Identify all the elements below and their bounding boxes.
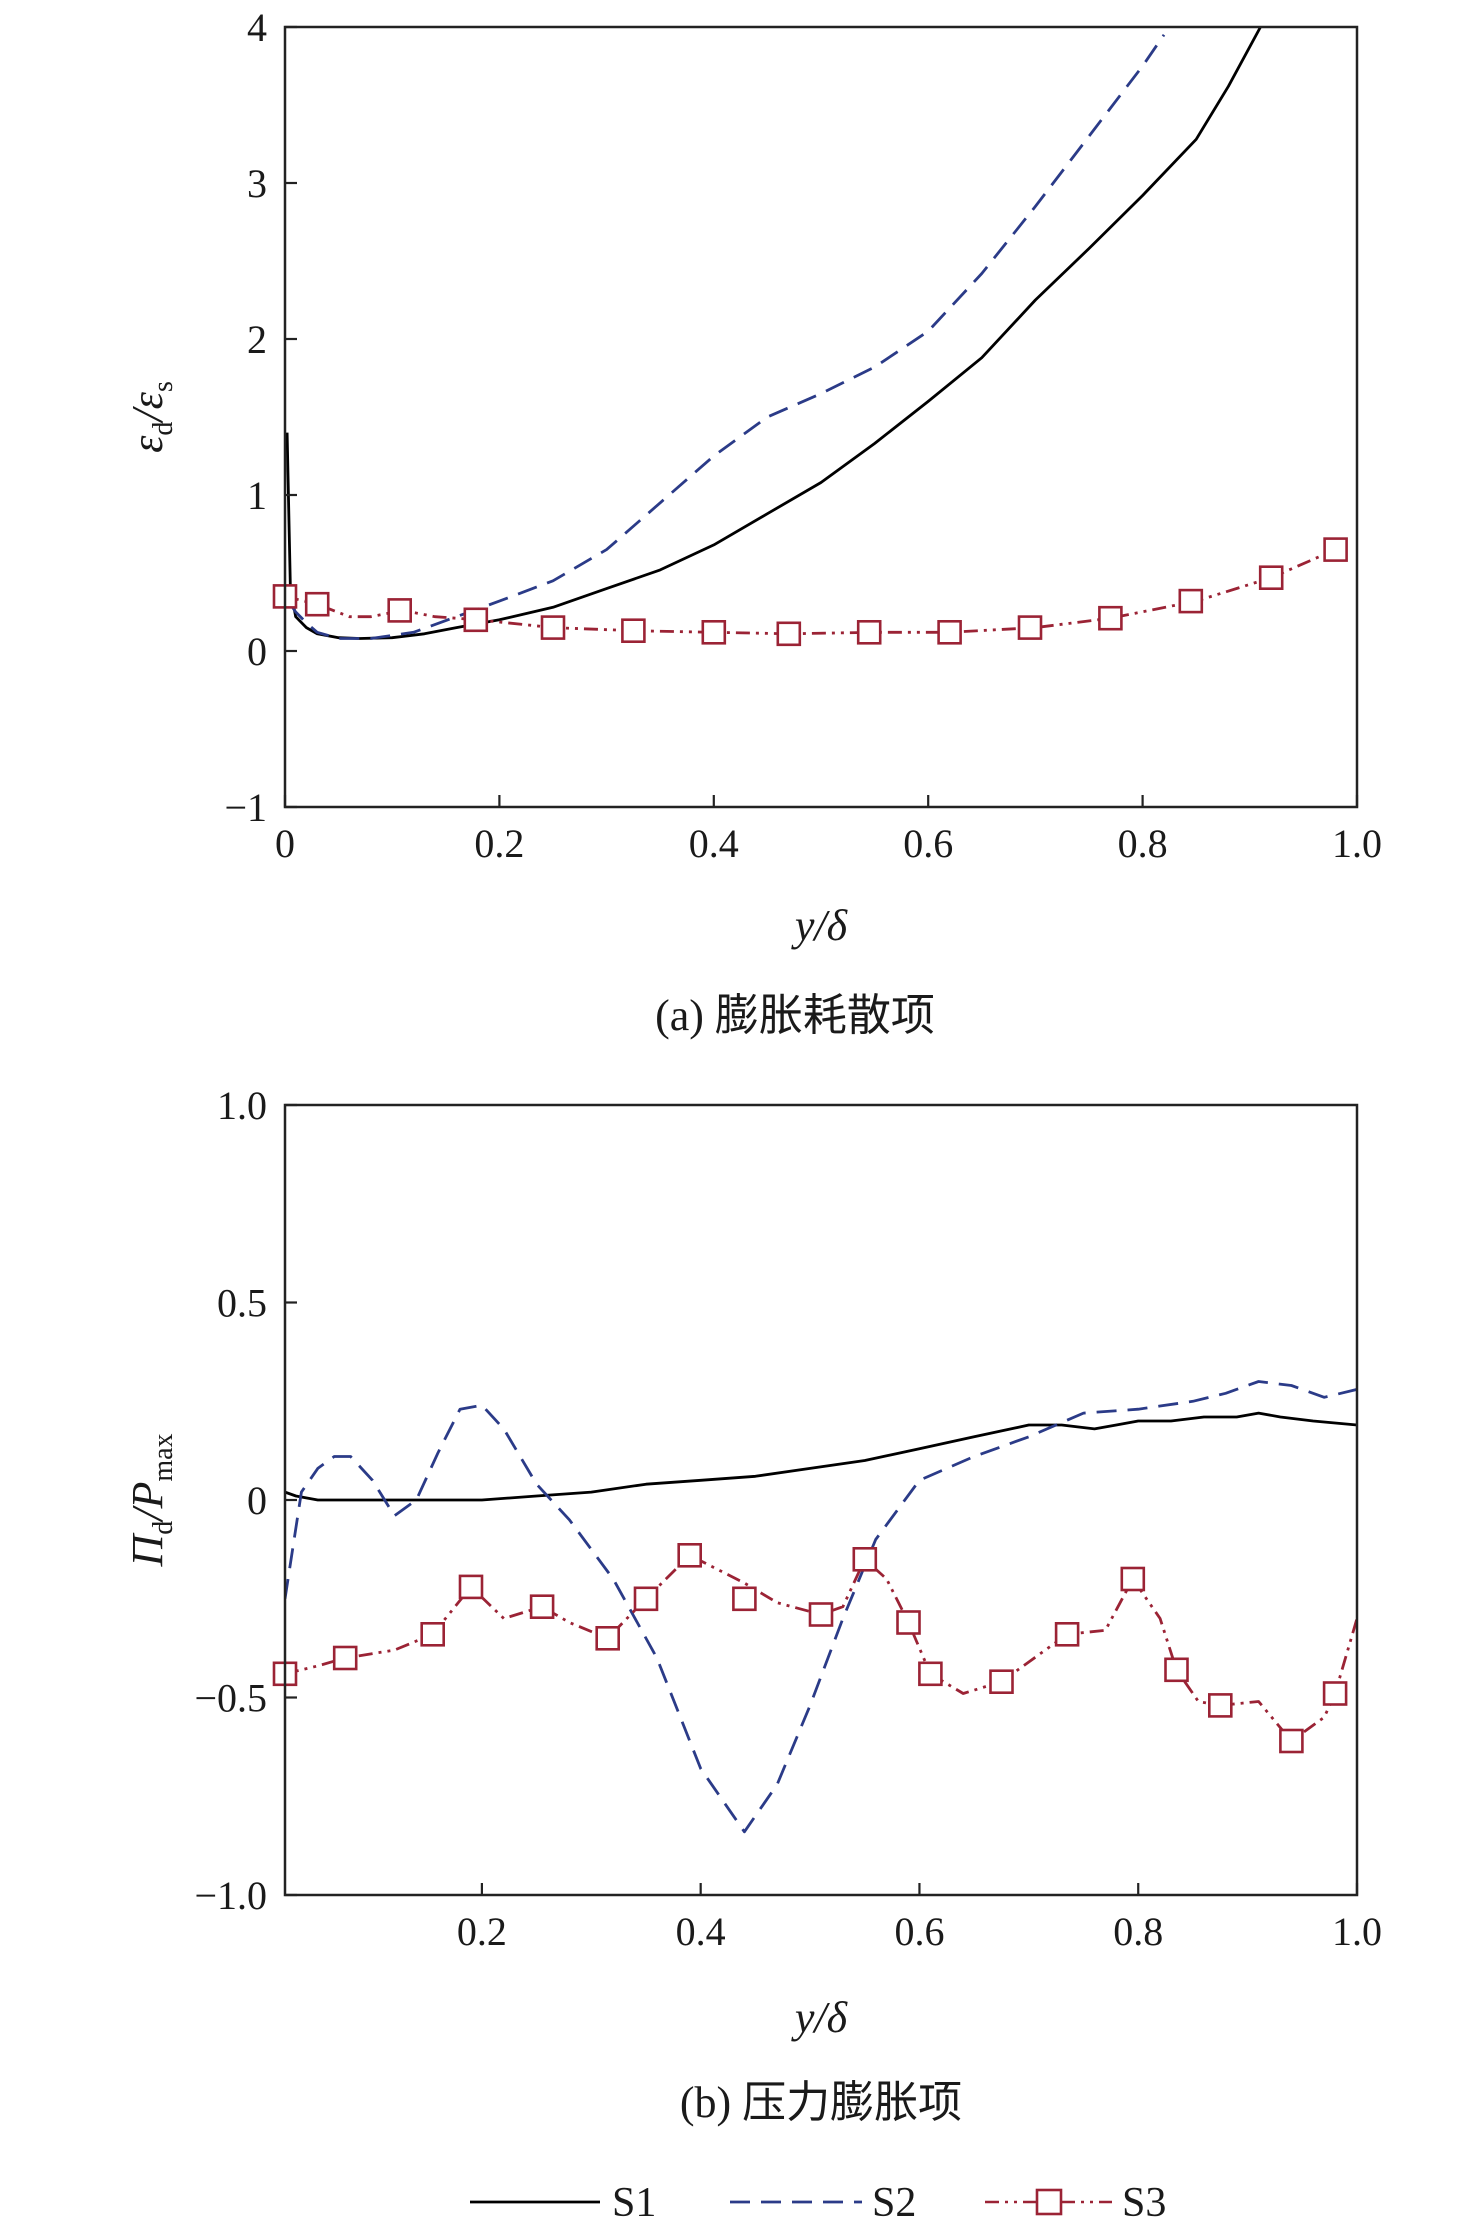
series-s3-marker xyxy=(1208,1693,1233,1718)
x-tick-label: 0.8 xyxy=(1118,821,1168,866)
series-s3-marker xyxy=(1323,537,1348,562)
series-s3-marker xyxy=(1258,565,1284,591)
series-s3-marker xyxy=(529,1594,555,1619)
series-s3-marker xyxy=(458,1574,484,1600)
x-tick-label: 0.6 xyxy=(894,1909,944,1954)
series-s3-marker xyxy=(989,1669,1014,1694)
x-tick-label: 1.0 xyxy=(1332,821,1382,866)
x-tick-label: 1.0 xyxy=(1332,1909,1382,1954)
x-tick-label: 0.4 xyxy=(689,821,739,866)
x-tick-label: 0.2 xyxy=(474,821,524,866)
panel-a-series xyxy=(285,27,1337,640)
series-s3-marker xyxy=(633,1586,659,1612)
series-s3-marker xyxy=(1098,605,1123,631)
series-s3-line xyxy=(285,548,1337,636)
panel-a-markers xyxy=(272,537,1348,647)
series-s3-marker xyxy=(776,621,802,647)
panel-b-pressure-dilatation: 0.2 0.4 0.6 0.8 1.0 −1.0 −0.5 0 0.5 1.0 y/δ Πd/Pm… xyxy=(123,1083,1382,2127)
series-s1-line xyxy=(285,27,1262,640)
x-tick-label: 0 xyxy=(275,821,295,866)
series-s3-marker xyxy=(387,598,413,623)
series-s3-marker xyxy=(937,619,962,645)
panel-b-caption: (b) 压力膨胀项 xyxy=(680,2078,962,2127)
panel-b-xlabel: y/δ xyxy=(791,1993,849,2042)
series-s3-marker xyxy=(896,1610,921,1635)
series-s3-marker xyxy=(677,1543,703,1568)
series-s3-marker xyxy=(540,615,566,640)
panel-b-series xyxy=(285,1380,1357,1834)
series-s3-marker xyxy=(304,591,330,617)
y-tick-label: 0 xyxy=(247,629,267,674)
series-s3-marker xyxy=(808,1602,834,1627)
legend-s2-label: S2 xyxy=(872,2180,916,2226)
series-s3-marker xyxy=(1054,1622,1080,1647)
series-s1-line xyxy=(285,1411,1357,1502)
y-tick-label: 1.0 xyxy=(217,1083,267,1128)
series-s3-marker xyxy=(595,1626,621,1651)
panel-a-plot-frame xyxy=(283,25,1359,809)
series-s3-marker xyxy=(621,618,646,644)
y-tick-label: 2 xyxy=(247,317,267,362)
series-s3-marker xyxy=(1017,615,1043,640)
panel-a-ylabel: εd/εs xyxy=(123,381,179,453)
series-s3-marker xyxy=(463,607,489,633)
series-s3-marker xyxy=(420,1622,446,1647)
y-tick-label: −0.5 xyxy=(194,1676,267,1721)
y-tick-label: −1 xyxy=(224,785,267,830)
y-tick-label: −1.0 xyxy=(194,1873,267,1918)
x-tick-label: 0.8 xyxy=(1113,1909,1163,1954)
legend-s3-marker xyxy=(1035,2188,1063,2216)
y-tick-label: 3 xyxy=(247,161,267,206)
legend-s1-label: S1 xyxy=(612,2180,656,2226)
y-tick-label: 0 xyxy=(247,1478,267,1523)
panel-b-markers xyxy=(272,1543,1348,1754)
legend: S1 S2 S3 xyxy=(470,2180,1166,2226)
series-s3-marker xyxy=(1164,1657,1189,1683)
series-s3-marker xyxy=(332,1645,358,1671)
series-s3-marker xyxy=(701,619,727,645)
y-tick-label: 0.5 xyxy=(217,1281,267,1326)
series-s3-marker xyxy=(1279,1728,1304,1754)
panel-a-caption: (a) 膨胀耗散项 xyxy=(655,991,935,1040)
series-s3-marker xyxy=(1120,1566,1146,1592)
y-tick-label: 1 xyxy=(247,473,267,518)
series-s3-marker xyxy=(856,619,882,645)
series-s2-line xyxy=(285,1380,1357,1834)
panel-a-xlabel: y/δ xyxy=(791,901,849,950)
series-s3-marker xyxy=(732,1586,757,1612)
x-tick-label: 0.2 xyxy=(457,1909,507,1954)
y-tick-label: 4 xyxy=(247,5,267,50)
x-tick-label: 0.4 xyxy=(676,1909,726,1954)
legend-s3-label: S3 xyxy=(1122,2180,1166,2226)
series-s3-marker xyxy=(1178,588,1204,614)
series-s3-line xyxy=(285,1553,1357,1743)
series-s2-line xyxy=(289,34,1166,640)
series-s3-marker xyxy=(1322,1681,1348,1706)
x-tick-label: 0.6 xyxy=(903,821,953,866)
panel-b-ticks: 0.2 0.4 0.6 0.8 1.0 −1.0 −0.5 0 0.5 1.0 xyxy=(194,1083,1382,1954)
series-s3-marker xyxy=(852,1547,878,1572)
series-s3-marker xyxy=(918,1661,943,1687)
panel-b-ylabel: Πd/Pmax xyxy=(123,1433,179,1567)
